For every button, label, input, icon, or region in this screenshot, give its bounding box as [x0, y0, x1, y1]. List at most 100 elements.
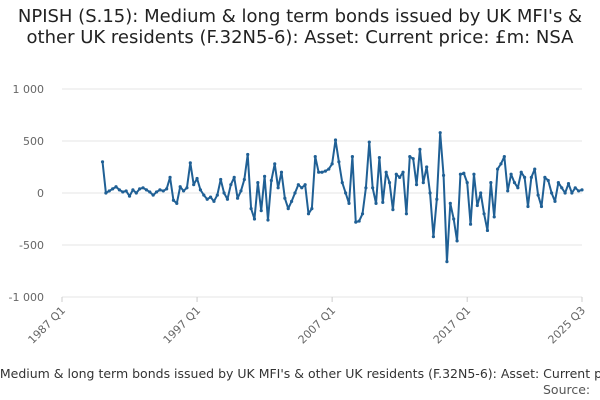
data-point — [100, 160, 105, 164]
chart-title: NPISH (S.15): Medium & long term bonds i… — [17, 6, 583, 48]
data-point — [428, 191, 432, 195]
data-point — [398, 175, 402, 179]
data-point — [222, 191, 226, 195]
data-point — [313, 155, 317, 159]
data-point — [178, 185, 182, 189]
data-point — [425, 165, 429, 169]
data-point — [195, 176, 199, 181]
data-point — [290, 199, 294, 203]
data-point — [357, 219, 361, 223]
data-point — [387, 181, 392, 185]
data-point — [502, 155, 506, 159]
data-point — [431, 235, 436, 239]
data-point — [158, 188, 162, 192]
data-point — [175, 201, 179, 205]
y-tick-label: -1 000 — [9, 291, 44, 304]
data-point — [327, 167, 331, 171]
x-tick-label: 1987 Q1 — [26, 304, 69, 347]
y-tick-label: -500 — [19, 239, 44, 252]
data-point — [232, 175, 236, 179]
data-point — [340, 181, 344, 185]
data-point — [293, 191, 297, 195]
data-point — [472, 172, 476, 176]
data-point — [168, 175, 172, 179]
x-tick-label: 1997 Q1 — [161, 304, 204, 347]
data-point — [560, 186, 564, 190]
data-point — [154, 190, 159, 194]
x-tick-label: 2017 Q1 — [431, 304, 474, 347]
data-point — [563, 191, 567, 195]
data-point — [394, 172, 398, 176]
data-point — [296, 183, 300, 187]
data-point — [333, 138, 338, 142]
data-point — [279, 170, 284, 174]
data-point — [246, 152, 250, 157]
data-point — [529, 175, 533, 179]
y-tick-label: 1 000 — [13, 83, 45, 96]
data-point — [533, 167, 537, 171]
data-point — [229, 183, 233, 187]
data-point — [367, 140, 371, 144]
data-point — [242, 177, 246, 182]
data-point — [566, 182, 571, 186]
data-point — [188, 161, 192, 165]
data-point — [445, 260, 449, 264]
data-point — [337, 160, 341, 164]
data-point — [121, 190, 125, 194]
x-tick-label: 2007 Q1 — [296, 304, 339, 347]
data-point — [212, 199, 216, 203]
data-point — [573, 186, 577, 190]
data-point — [256, 181, 260, 185]
data-point — [208, 195, 213, 199]
data-point — [235, 196, 240, 200]
data-point — [344, 191, 348, 195]
data-point — [286, 207, 290, 211]
data-point — [539, 204, 544, 209]
data-point — [317, 170, 321, 174]
data-point — [377, 156, 382, 160]
data-point — [283, 196, 287, 200]
x-tick-label: 2025 Q3 — [546, 304, 589, 347]
data-point — [262, 174, 267, 178]
data-point — [300, 186, 304, 190]
data-point — [462, 171, 466, 175]
data-point — [225, 197, 230, 201]
x-axis-label: NPISH (S.15): Medium & long term bonds i… — [0, 366, 600, 381]
data-point — [448, 201, 452, 205]
data-point — [151, 193, 155, 197]
data-point — [374, 201, 378, 205]
data-point — [546, 178, 550, 183]
data-point — [131, 188, 135, 192]
data-point — [165, 187, 169, 191]
data-point — [111, 187, 115, 191]
data-point — [455, 239, 459, 243]
data-point — [198, 188, 203, 192]
data-point — [114, 185, 118, 189]
data-point — [144, 188, 149, 192]
data-point — [269, 178, 273, 183]
data-point — [320, 170, 324, 174]
data-point — [543, 175, 547, 179]
data-point — [577, 189, 581, 193]
data-point — [475, 203, 479, 208]
data-point — [522, 175, 527, 179]
data-point — [421, 181, 425, 185]
data-point — [306, 212, 311, 216]
data-point — [441, 173, 446, 177]
data-point — [492, 215, 496, 219]
data-point — [347, 201, 351, 205]
data-point — [215, 193, 219, 197]
data-point — [509, 172, 513, 176]
y-tick-label: 0 — [37, 187, 44, 200]
data-point — [506, 189, 510, 193]
data-point — [323, 169, 327, 173]
data-point — [127, 194, 132, 198]
data-point — [391, 208, 395, 212]
data-point — [452, 217, 456, 221]
data-point — [252, 217, 257, 221]
data-point — [181, 189, 186, 193]
data-point — [219, 177, 223, 182]
data-point — [482, 212, 486, 216]
